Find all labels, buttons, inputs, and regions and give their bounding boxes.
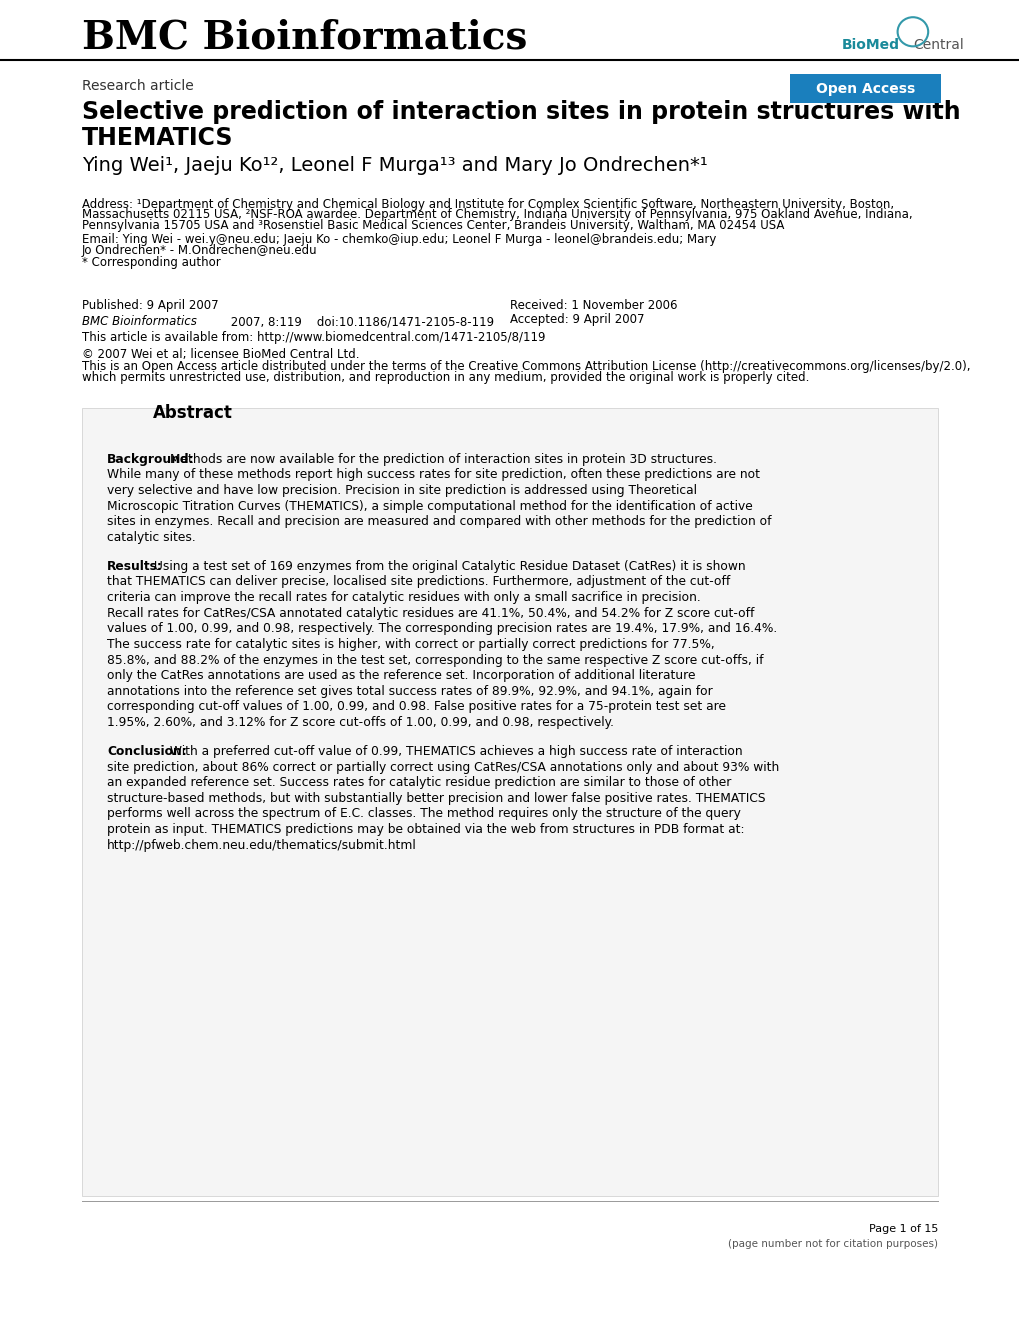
Text: Massachusetts 02115 USA, ²NSF-ROA awardee. Department of Chemistry, Indiana Univ: Massachusetts 02115 USA, ²NSF-ROA awarde… xyxy=(82,208,911,221)
Text: Conclusion:: Conclusion: xyxy=(107,745,186,757)
Text: This is an Open Access article distributed under the terms of the Creative Commo: This is an Open Access article distribut… xyxy=(82,360,969,373)
Text: annotations into the reference set gives total success rates of 89.9%, 92.9%, an: annotations into the reference set gives… xyxy=(107,685,712,698)
Text: an expanded reference set. Success rates for catalytic residue prediction are si: an expanded reference set. Success rates… xyxy=(107,776,731,789)
Text: 1.95%, 2.60%, and 3.12% for Z score cut-offs of 1.00, 0.99, and 0.98, respective: 1.95%, 2.60%, and 3.12% for Z score cut-… xyxy=(107,716,613,730)
Text: which permits unrestricted use, distribution, and reproduction in any medium, pr: which permits unrestricted use, distribu… xyxy=(82,371,808,384)
Text: Microscopic Titration Curves (THEMATICS), a simple computational method for the : Microscopic Titration Curves (THEMATICS)… xyxy=(107,499,752,512)
Text: This article is available from: http://www.biomedcentral.com/1471-2105/8/119: This article is available from: http://w… xyxy=(82,331,544,344)
Text: © 2007 Wei et al; licensee BioMed Central Ltd.: © 2007 Wei et al; licensee BioMed Centra… xyxy=(82,348,359,361)
Text: 85.8%, and 88.2% of the enzymes in the test set, corresponding to the same respe: 85.8%, and 88.2% of the enzymes in the t… xyxy=(107,654,763,666)
FancyBboxPatch shape xyxy=(790,74,941,103)
Text: very selective and have low precision. Precision in site prediction is addressed: very selective and have low precision. P… xyxy=(107,485,696,496)
Text: With a preferred cut-off value of 0.99, THEMATICS achieves a high success rate o: With a preferred cut-off value of 0.99, … xyxy=(166,745,742,757)
Text: corresponding cut-off values of 1.00, 0.99, and 0.98. False positive rates for a: corresponding cut-off values of 1.00, 0.… xyxy=(107,700,726,714)
Text: BMC Bioinformatics: BMC Bioinformatics xyxy=(82,315,197,328)
Text: only the CatRes annotations are used as the reference set. Incorporation of addi: only the CatRes annotations are used as … xyxy=(107,669,695,682)
Text: Methods are now available for the prediction of interaction sites in protein 3D : Methods are now available for the predic… xyxy=(166,453,716,466)
Text: The success rate for catalytic sites is higher, with correct or partially correc: The success rate for catalytic sites is … xyxy=(107,638,714,651)
Text: Received: 1 November 2006: Received: 1 November 2006 xyxy=(510,299,677,312)
Text: Abstract: Abstract xyxy=(153,404,232,422)
Text: Research article: Research article xyxy=(82,78,194,93)
Text: While many of these methods report high success rates for site prediction, often: While many of these methods report high … xyxy=(107,469,759,482)
Text: that THEMATICS can deliver precise, localised site predictions. Furthermore, adj: that THEMATICS can deliver precise, loca… xyxy=(107,576,730,588)
Text: protein as input. THEMATICS predictions may be obtained via the web from structu: protein as input. THEMATICS predictions … xyxy=(107,824,744,835)
Text: sites in enzymes. Recall and precision are measured and compared with other meth: sites in enzymes. Recall and precision a… xyxy=(107,515,770,528)
Text: structure-based methods, but with substantially better precision and lower false: structure-based methods, but with substa… xyxy=(107,792,765,805)
Text: Published: 9 April 2007: Published: 9 April 2007 xyxy=(82,299,218,312)
Text: site prediction, about 86% correct or partially correct using CatRes/CSA annotat: site prediction, about 86% correct or pa… xyxy=(107,760,779,773)
Text: Central: Central xyxy=(912,37,963,52)
FancyBboxPatch shape xyxy=(82,408,937,1196)
Text: Pennsylvania 15705 USA and ³Rosenstiel Basic Medical Sciences Center, Brandeis U: Pennsylvania 15705 USA and ³Rosenstiel B… xyxy=(82,218,784,232)
Text: BioMed: BioMed xyxy=(841,37,899,52)
Text: Ying Wei¹, Jaeju Ko¹², Leonel F Murga¹³ and Mary Jo Ondrechen*¹: Ying Wei¹, Jaeju Ko¹², Leonel F Murga¹³ … xyxy=(82,156,706,175)
Text: Page 1 of 15: Page 1 of 15 xyxy=(868,1223,937,1234)
Text: Background:: Background: xyxy=(107,453,195,466)
Text: 2007, 8:119    doi:10.1186/1471-2105-8-119: 2007, 8:119 doi:10.1186/1471-2105-8-119 xyxy=(227,315,494,328)
Text: Results:: Results: xyxy=(107,560,163,573)
Text: values of 1.00, 0.99, and 0.98, respectively. The corresponding precision rates : values of 1.00, 0.99, and 0.98, respecti… xyxy=(107,622,776,636)
Text: BMC Bioinformatics: BMC Bioinformatics xyxy=(82,19,527,57)
Text: http://pfweb.chem.neu.edu/thematics/submit.html: http://pfweb.chem.neu.edu/thematics/subm… xyxy=(107,838,417,851)
Text: * Corresponding author: * Corresponding author xyxy=(82,256,220,269)
Text: (page number not for citation purposes): (page number not for citation purposes) xyxy=(728,1238,937,1249)
Text: Recall rates for CatRes/CSA annotated catalytic residues are 41.1%, 50.4%, and 5: Recall rates for CatRes/CSA annotated ca… xyxy=(107,606,754,620)
Text: Address: ¹Department of Chemistry and Chemical Biology and Institute for Complex: Address: ¹Department of Chemistry and Ch… xyxy=(82,197,893,211)
Text: Email: Ying Wei - wei.y@neu.edu; Jaeju Ko - chemko@iup.edu; Leonel F Murga - leo: Email: Ying Wei - wei.y@neu.edu; Jaeju K… xyxy=(82,233,715,246)
Text: criteria can improve the recall rates for catalytic residues with only a small s: criteria can improve the recall rates fo… xyxy=(107,591,700,604)
Text: Jo Ondrechen* - M.Ondrechen@neu.edu: Jo Ondrechen* - M.Ondrechen@neu.edu xyxy=(82,244,317,257)
Text: catalytic sites.: catalytic sites. xyxy=(107,531,196,544)
Text: Open Access: Open Access xyxy=(815,82,915,95)
Text: THEMATICS: THEMATICS xyxy=(82,126,233,150)
Text: Selective prediction of interaction sites in protein structures with: Selective prediction of interaction site… xyxy=(82,101,959,124)
Text: performs well across the spectrum of E.C. classes. The method requires only the : performs well across the spectrum of E.C… xyxy=(107,808,740,821)
Text: Accepted: 9 April 2007: Accepted: 9 April 2007 xyxy=(510,312,644,326)
Text: Using a test set of 169 enzymes from the original Catalytic Residue Dataset (Cat: Using a test set of 169 enzymes from the… xyxy=(150,560,745,573)
